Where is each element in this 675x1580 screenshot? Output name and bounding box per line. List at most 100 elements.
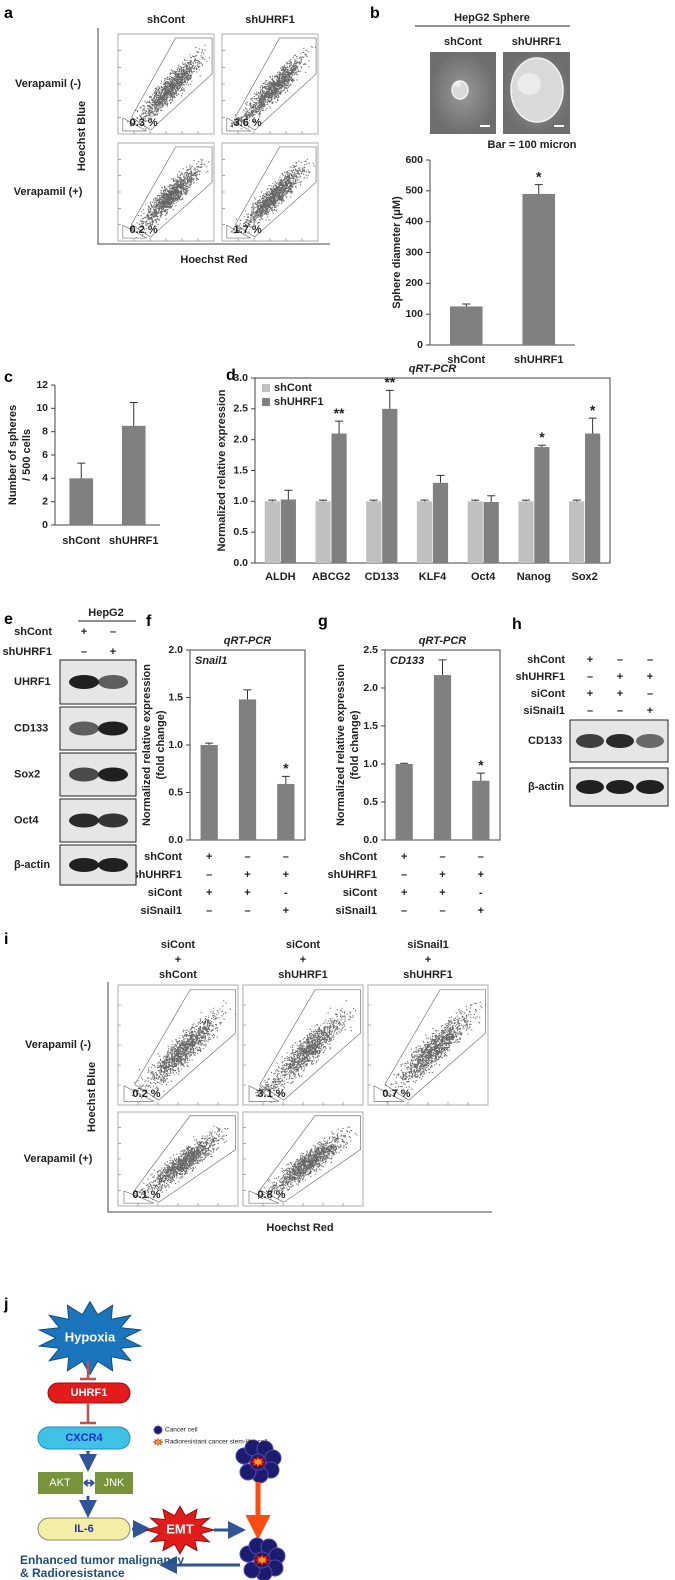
flow-plot-frame: [242, 984, 364, 1106]
flow-plot-frame: [242, 1111, 364, 1207]
band-label: β-actin: [528, 781, 564, 793]
bar: [585, 433, 601, 563]
condition-sign: +: [478, 869, 484, 881]
blot-band: [576, 734, 604, 748]
column-header: +: [175, 954, 181, 966]
y-tick-label: 600: [405, 154, 423, 166]
gate-p4: [130, 146, 213, 238]
outcome-text: Enhanced tumor malignancy: [20, 1553, 184, 1567]
legend-stem-cell: [152, 1437, 164, 1447]
x-tick-label: CD133: [365, 571, 399, 583]
condition-sign: +: [283, 869, 289, 881]
error-bar: [281, 775, 290, 784]
flow-axis-ticks: [222, 159, 303, 241]
error-bar: [243, 689, 252, 700]
condition-label: siSnail1: [523, 705, 565, 717]
condition-sign: +: [617, 688, 623, 700]
gate-percentage: 1.7 %: [234, 224, 262, 236]
bar: [416, 501, 433, 563]
flow-axis-ticks: [243, 1127, 344, 1206]
y-tick-label: 2.0: [363, 682, 378, 694]
flow-events: [134, 1125, 229, 1201]
error-bar: [284, 489, 293, 500]
significance-mark: *: [590, 402, 596, 418]
flow-axis-ticks: [118, 159, 199, 241]
column-header: siCont: [161, 939, 196, 951]
blot-band: [98, 858, 128, 872]
error-bar: [385, 389, 394, 409]
x-tick-label: Oct4: [471, 571, 496, 583]
y-tick-label: 2.0: [168, 644, 183, 656]
bar: [483, 501, 499, 563]
y-tick-label: 8: [42, 425, 48, 437]
bar: [522, 193, 556, 345]
condition-sign: +: [439, 869, 445, 881]
flow-axis-ticks: [118, 50, 199, 134]
y-tick-label: 3.0: [233, 372, 248, 384]
gate-p4: [134, 989, 236, 1101]
column-header: siSnail1: [407, 939, 449, 951]
condition-sign: –: [647, 688, 653, 700]
gate-p3: [122, 224, 147, 239]
condition-sign: +: [244, 869, 250, 881]
significance-mark: **: [334, 405, 345, 421]
significance-mark: *: [283, 760, 289, 776]
inhibition-arrow: [80, 1362, 96, 1381]
condition-label: shUHRF1: [327, 869, 377, 881]
error-bar: [572, 499, 581, 502]
y-tick-label: 0.5: [168, 786, 183, 798]
flow-plot-frame: [117, 142, 215, 242]
column-header: shCont: [159, 969, 197, 981]
image-column-label: shUHRF1: [512, 36, 562, 48]
y-axis-label: / 500 cells: [21, 429, 33, 481]
error-bar: [319, 499, 328, 502]
bar: [121, 425, 146, 525]
error-bar: [487, 495, 496, 502]
gate-p3: [123, 1190, 155, 1204]
bar: [315, 501, 331, 563]
panel-letter: g: [318, 613, 328, 630]
gate-percentage: 3.6 %: [234, 117, 262, 129]
error-bar: [462, 303, 471, 307]
stem-like-cell: [249, 1455, 267, 1469]
x-tick-label: shUHRF1: [109, 535, 159, 547]
outcome-text: & Radioresistance: [20, 1566, 125, 1580]
flow-axis-ticks: [118, 1127, 219, 1206]
condition-sign: –: [244, 851, 250, 863]
jnk-node: [95, 1472, 133, 1494]
y-tick-label: 1.0: [363, 758, 378, 770]
gate-p3: [373, 1085, 405, 1102]
bar: [200, 745, 218, 840]
node-label: JNK: [104, 1477, 125, 1489]
condition-sign: –: [478, 851, 484, 863]
cxcr4-node: [37, 1426, 131, 1450]
gate-p3: [122, 117, 147, 132]
condition-label: siSnail1: [335, 905, 377, 917]
chart-title: qRT-PCR: [409, 363, 457, 375]
chart-title: qRT-PCR: [224, 635, 272, 647]
hypoxia-burst: [37, 1300, 143, 1376]
panel-letter: i: [4, 931, 8, 948]
bar: [433, 675, 452, 840]
stem-like-cell: [253, 1553, 271, 1567]
gate-p4: [234, 37, 317, 131]
band-label: CD133: [14, 722, 48, 734]
condition-sign: –: [206, 869, 212, 881]
error-bar: [471, 499, 480, 502]
error-bar: [268, 499, 277, 502]
condition-label: siCont: [148, 887, 183, 899]
x-axis-label: Hoechst Red: [180, 254, 247, 266]
condition-label: shCont: [144, 851, 182, 863]
gate-percentage: 0.3 %: [130, 117, 158, 129]
blot-band: [69, 767, 99, 782]
condition-sign: +: [478, 905, 484, 917]
flow-events: [255, 1000, 357, 1103]
legend-swatch: [262, 384, 270, 392]
blot-band: [69, 721, 99, 736]
legend-label: shCont: [274, 382, 312, 394]
x-tick-label: ALDH: [265, 571, 296, 583]
chart-title: qRT-PCR: [419, 635, 467, 647]
y-axis-label: Hoechst Blue: [76, 101, 88, 171]
condition-label: siCont: [531, 688, 566, 700]
x-tick-label: ABCG2: [312, 571, 351, 583]
